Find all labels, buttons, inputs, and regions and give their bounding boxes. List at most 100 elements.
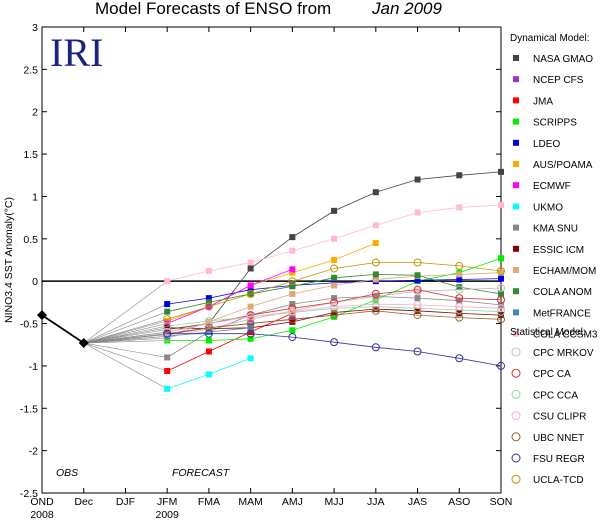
connector-line <box>83 337 168 344</box>
data-point <box>205 299 212 306</box>
data-point <box>205 318 212 325</box>
forecast-annotation: FORECAST <box>172 467 231 479</box>
data-point <box>164 367 171 374</box>
legend-label: AUS/POAMA <box>533 160 593 171</box>
data-point <box>414 209 421 216</box>
data-point <box>205 337 212 344</box>
series-aus-poama <box>83 240 379 344</box>
legend-marker <box>513 118 519 125</box>
data-point <box>497 283 505 292</box>
y-tick-label: -2.5 <box>20 488 38 500</box>
data-point <box>455 354 464 363</box>
data-point <box>331 257 338 263</box>
data-point <box>371 292 380 301</box>
data-point <box>163 333 172 342</box>
series-line <box>167 313 293 372</box>
observed-point <box>37 310 47 321</box>
data-point <box>247 259 254 266</box>
series-ucla-tcd <box>83 258 505 344</box>
series-line <box>167 306 502 327</box>
data-point <box>372 222 379 229</box>
connector-line <box>83 340 168 344</box>
legend-label: CSU CLIPR <box>533 412 586 423</box>
y-tick-label: 0.5 <box>23 234 38 246</box>
data-point <box>205 268 212 275</box>
legend-marker <box>511 347 521 357</box>
series-fsu-regr <box>83 329 505 370</box>
legend-label: LDEO <box>533 139 560 150</box>
data-point <box>372 240 379 247</box>
data-point <box>164 385 171 392</box>
legend-marker <box>511 411 521 421</box>
series-line <box>167 268 293 324</box>
data-point <box>371 302 380 311</box>
legend: Dynamical Model: NASA GMAO NCEP CFS JMA SCRI… <box>510 33 598 486</box>
x-tick-label: MAM <box>238 496 263 508</box>
data-point <box>455 285 464 294</box>
x-year-label: 2008 <box>30 509 54 520</box>
data-point <box>414 277 421 284</box>
data-point <box>247 286 254 293</box>
x-tick-label: JFM <box>157 496 177 508</box>
legend-marker <box>513 203 519 210</box>
legend-marker <box>513 76 519 83</box>
y-tick-label: 2 <box>32 107 38 119</box>
data-point <box>164 320 171 327</box>
data-point <box>413 300 422 309</box>
data-point <box>247 324 254 331</box>
y-tick-label: 2.5 <box>23 64 38 76</box>
data-point <box>163 329 172 338</box>
connector-line <box>83 319 168 344</box>
data-point <box>456 271 463 278</box>
obs-annotation: OBS <box>56 467 78 479</box>
data-point <box>330 264 339 273</box>
y-tick-label: -1.5 <box>20 403 38 415</box>
series-line <box>167 303 502 333</box>
series-line <box>167 310 502 335</box>
data-point <box>456 284 463 291</box>
data-point <box>289 283 296 290</box>
data-point <box>456 276 463 283</box>
connector-line <box>83 333 168 344</box>
data-point <box>289 234 296 241</box>
data-point <box>498 168 504 175</box>
legend-marker <box>513 55 519 61</box>
data-point <box>164 337 171 344</box>
data-point <box>247 335 254 342</box>
x-tick-label: JJA <box>367 496 385 508</box>
y-tick-label: -0.5 <box>20 319 38 331</box>
data-point <box>331 295 338 302</box>
observed-point <box>78 338 89 349</box>
data-point <box>330 298 339 307</box>
data-point <box>414 272 421 279</box>
data-point <box>289 290 296 297</box>
data-point <box>497 267 505 276</box>
legend-label: NASA GMAO <box>533 54 593 65</box>
x-year-label: 2009 <box>156 509 180 520</box>
data-point <box>246 315 255 324</box>
data-point <box>289 310 296 317</box>
data-point <box>289 318 296 325</box>
legend-label: NCEP CFS <box>533 75 584 86</box>
data-point <box>330 302 339 311</box>
x-tick-label: AMJ <box>282 496 303 508</box>
data-point <box>331 282 338 289</box>
data-point <box>414 176 421 183</box>
data-point <box>205 295 212 302</box>
data-point <box>204 302 213 311</box>
data-point <box>330 338 339 347</box>
y-tick-label: -2 <box>29 446 38 458</box>
legend-label: UKMO <box>533 202 563 213</box>
data-point <box>164 308 171 315</box>
series-cola-anom <box>83 271 504 344</box>
legend-label: JMA <box>533 96 553 107</box>
series-kma-snu <box>83 293 504 361</box>
axes: -2.5 -2 -1.5 -1 -0.5 0 0.5 1 1.5 2 2.5 3 OND Dec DJF JF… <box>20 22 512 520</box>
series-jma <box>83 310 296 374</box>
iri-logo: IRI <box>50 30 103 75</box>
data-point <box>247 282 254 289</box>
chart-title-date: Jan 2009 <box>371 0 442 18</box>
data-point <box>497 295 505 304</box>
connector-line <box>83 311 168 344</box>
